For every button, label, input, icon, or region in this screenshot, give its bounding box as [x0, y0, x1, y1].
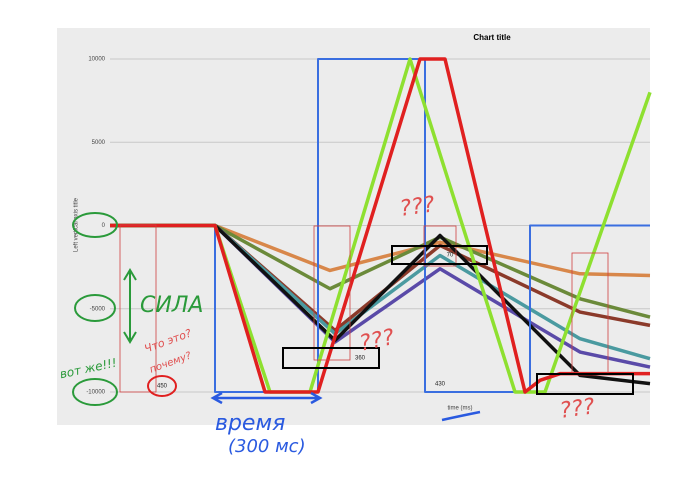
series-line: [110, 58, 650, 393]
green-circle: [74, 294, 116, 322]
x-axis-title: time (ms): [448, 406, 473, 412]
red-circle: [147, 375, 177, 397]
blue-underline: [441, 410, 481, 422]
y-axis-title: Left vertical axis title: [74, 197, 80, 252]
green-circle: [72, 212, 118, 238]
handwritten-note: время: [215, 411, 285, 436]
series-line: [110, 57, 650, 394]
red-box: [313, 225, 351, 361]
handwritten-note: (300 мс): [228, 436, 306, 457]
y-tick-label: 0: [102, 223, 106, 229]
box-label: 430: [435, 382, 446, 388]
markup-overlay: [72, 212, 634, 422]
green-arrow: [123, 268, 137, 344]
chart-title: Chart title: [473, 33, 511, 42]
y-tick-label: -10000: [86, 390, 105, 396]
black-box: [536, 373, 634, 395]
handwritten-note: СИЛА: [140, 293, 203, 318]
handwritten-note: ???: [398, 192, 436, 222]
y-tick-label: -5000: [90, 306, 106, 312]
red-box: [119, 224, 157, 393]
y-tick-label: 5000: [92, 140, 106, 146]
lines: [110, 57, 652, 394]
box-label: 70: [447, 253, 454, 259]
black-box: [282, 347, 380, 369]
blue-arrow: [210, 391, 323, 405]
y-tick-label: 10000: [88, 57, 105, 63]
black-box: [391, 245, 488, 265]
box-label: 450: [157, 384, 168, 390]
handwritten-note: ???: [558, 394, 596, 424]
green-circle: [72, 378, 118, 406]
box-label: 360: [355, 356, 366, 362]
